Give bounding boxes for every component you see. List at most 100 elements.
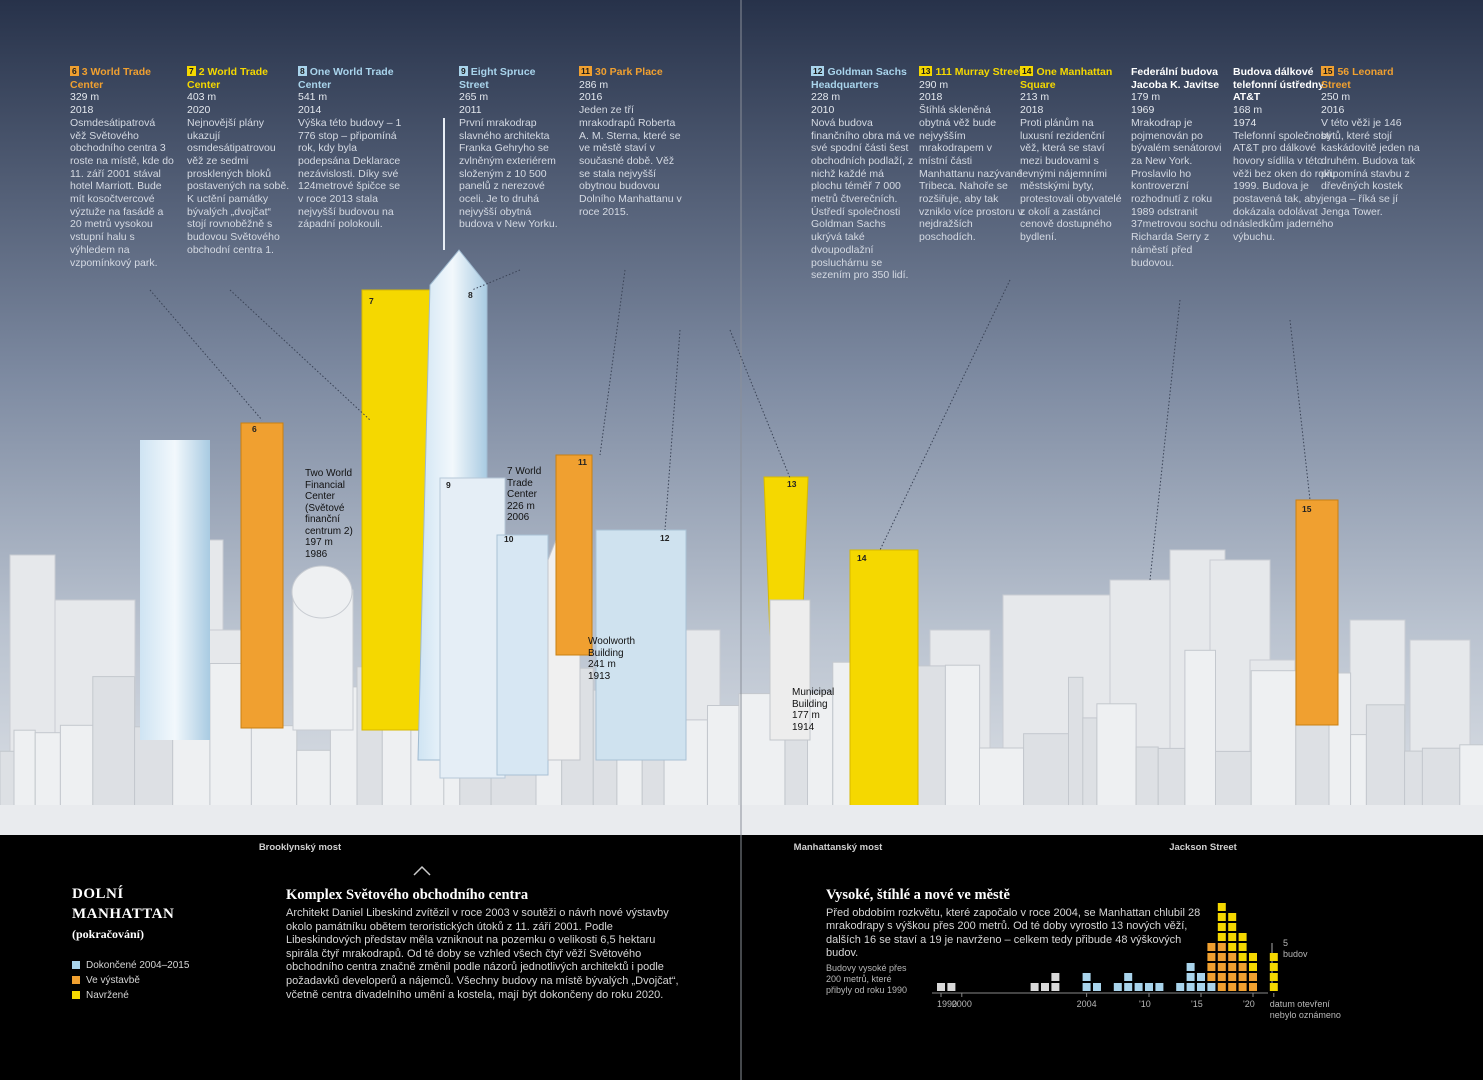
building-height: 179 m [1131, 91, 1161, 104]
building-description: Výška této budovy – 1 776 stop – připomí… [298, 116, 402, 231]
leader-line [471, 269, 521, 291]
building-tag: 14 [857, 553, 867, 563]
building-tag: 7 [369, 296, 374, 306]
bar-segment [1238, 933, 1247, 961]
tower-under-construction [1295, 499, 1339, 726]
building-description: Osmdesátipatrová věž Světového obchodníh… [70, 116, 174, 269]
building [1215, 750, 1252, 811]
building-heading: 8 One World Trade Center [298, 66, 402, 91]
building-annotation: Budova dálkové telefonní ústředny AT&T 16… [1233, 66, 1337, 244]
building-name: 30 Park Place [595, 66, 663, 78]
landmark-height: 226 m [507, 500, 535, 512]
building-annotation: 13 111 Murray Street 290 m 2018 Štíhlá sklen… [919, 66, 1023, 244]
building-description: První mrakodrap slavného architekta Fran… [459, 116, 558, 231]
street-label: Jackson Street [1169, 842, 1237, 853]
building-name: One Manhattan Square [1020, 66, 1113, 91]
building-heading: 9 Eight Spruce Street [459, 66, 563, 91]
building [34, 732, 61, 811]
building-description: Štíhlá skleněná obytná věž bude nejvyšší… [919, 104, 1023, 244]
tower-completed [496, 534, 549, 776]
landmark-height: 241 m [588, 659, 616, 670]
landmark-year: 1986 [305, 548, 328, 560]
skyscraper-chart [932, 903, 1278, 997]
building-description: Jeden ze tří mrakodrapů Roberta A. M. St… [579, 104, 682, 218]
landmark-name: 7 World Trade Center [507, 466, 542, 500]
building-year: 2016 [579, 91, 603, 104]
street-label: Brooklynský most [258, 842, 342, 853]
bar-segment [1217, 943, 1226, 991]
bar-segment [1228, 953, 1237, 991]
bar-segment [1082, 973, 1091, 991]
building [1295, 724, 1330, 811]
building [296, 749, 331, 811]
tower-under-construction [240, 422, 284, 729]
tower [769, 599, 811, 741]
building [1135, 746, 1159, 811]
landmark-year: 2006 [507, 512, 530, 523]
building-description: V této věži je 146 bytů, které stojí kas… [1321, 116, 1420, 218]
skyline-label: 7 World Trade Center 226 m 2006 [507, 466, 559, 524]
bar-segment [1041, 983, 1049, 991]
bar-segment [1124, 973, 1133, 991]
building-heading: 14 One Manhattan Square [1020, 66, 1124, 91]
building-tag: 11 [578, 457, 587, 467]
x-tick-label: 2004 [1076, 999, 1097, 1009]
x-tick-label: '15 [1191, 999, 1203, 1009]
building-name: 2 World Trade Center [187, 66, 268, 91]
landmark-height: 177 m [792, 710, 820, 721]
legend-swatch [72, 960, 80, 969]
leader-line [149, 289, 263, 421]
landmark-name: Two World Financial Center (Světové fina… [305, 468, 353, 537]
x-tick-label: 2000 [951, 999, 972, 1009]
x-tick-label: datum otevření nebylo oznámeno [1269, 999, 1341, 1020]
chart-annotation: Budovy vysoké přes 200 metrů, které přib… [826, 963, 908, 995]
article-title: Komplex Světového obchodního centra [286, 887, 529, 903]
leader-line [729, 329, 791, 479]
legend-item: Navržené [72, 988, 189, 1003]
building-year: 2018 [1020, 104, 1044, 117]
landmark-name: Municipal Building [792, 687, 835, 710]
building [92, 676, 136, 811]
leader-line [1289, 319, 1311, 501]
building-year: 2011 [459, 104, 482, 117]
chart-heading: Vysoké, štíhlé a nové ve městě Před obdob… [826, 886, 1216, 961]
x-tick-label: '20 [1243, 999, 1255, 1009]
article: Komplex Světového obchodního centra Archi… [286, 886, 681, 1002]
tower-completed [595, 529, 687, 761]
tower-completed [140, 440, 210, 740]
legend-label: Dokončené 2004–2015 [86, 960, 190, 971]
building [1068, 676, 1084, 811]
street-label: Manhattanský most [793, 842, 883, 853]
building-height: 286 m [579, 78, 609, 91]
legend-label: Navržené [86, 990, 129, 1001]
bar-segment [1238, 963, 1247, 991]
building-heading: 13 111 Murray Street [919, 66, 1023, 79]
building-name: Federální budova Jacoba K. Javitse [1131, 66, 1220, 91]
building-number: 9 [459, 66, 468, 76]
building-year: 2020 [187, 104, 211, 117]
bar-segment [1145, 983, 1153, 991]
bar-segment [1030, 983, 1039, 991]
building-name: 56 Leonard Street [1321, 66, 1394, 91]
article-text: Architekt Daniel Libeskind zvítězil v ro… [286, 907, 679, 1001]
building [1404, 750, 1423, 811]
building-year: 1974 [1233, 116, 1257, 129]
building [1350, 734, 1367, 811]
building-height: 329 m [70, 91, 100, 104]
scale-label: 5 budov [1283, 938, 1308, 959]
building [1096, 703, 1137, 811]
bar-segment [1217, 903, 1226, 941]
building [1184, 649, 1217, 811]
building-annotation: 12 Goldman Sachs Headquarters 228 m 2010 Nov… [811, 66, 915, 282]
bar-segment [1134, 983, 1143, 991]
building-number: 8 [298, 66, 307, 76]
building-height: 250 m [1321, 91, 1351, 104]
skyline-label: Woolworth Building 241 m 1913 [588, 636, 643, 682]
skyline-label: Municipal Building 177 m 1914 [792, 687, 847, 733]
